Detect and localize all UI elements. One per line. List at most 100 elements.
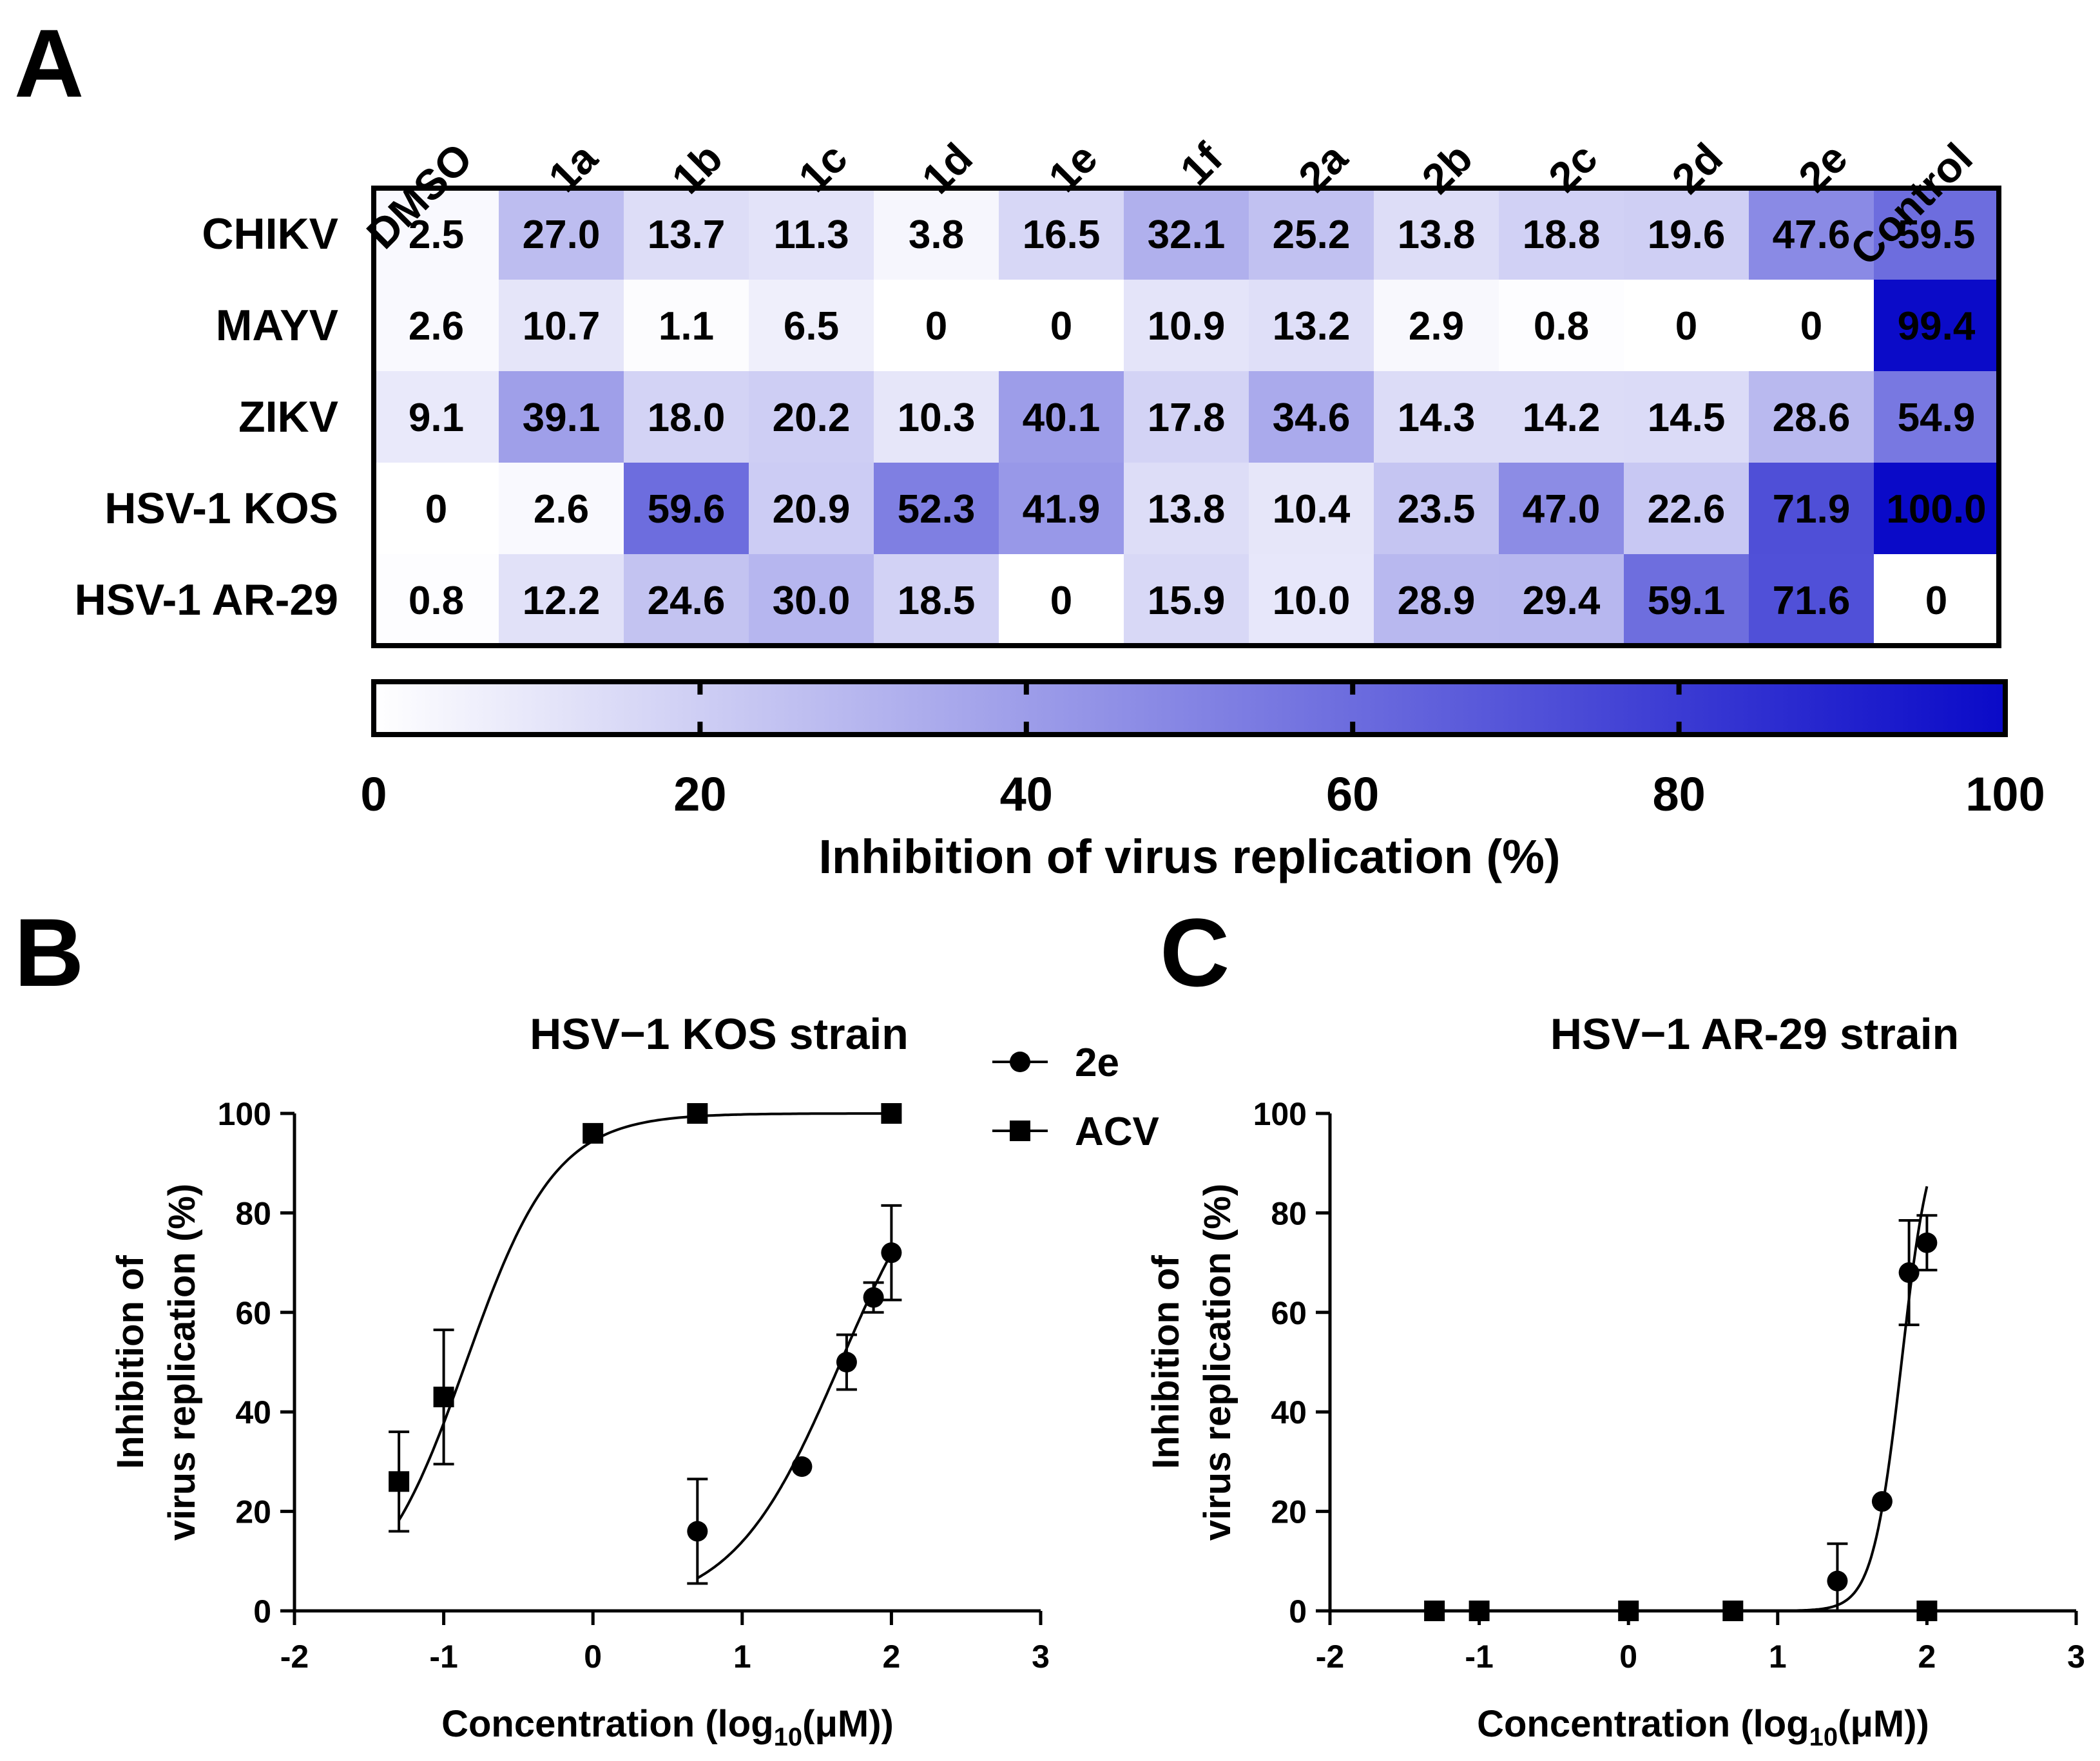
y-tick-label: 0 [253, 1593, 271, 1630]
heatmap-cell [624, 188, 749, 280]
cell-value: 3.8 [909, 213, 964, 257]
x-axis-label-text: Concentration (log [1477, 1703, 1809, 1745]
colorbar-tick-label: 80 [1652, 767, 1705, 821]
colorbar-tick-label: 100 [1965, 767, 2045, 821]
cell-value: 9.1 [409, 396, 464, 440]
cell-value: 13.8 [1148, 487, 1226, 532]
cell-value: 27.0 [523, 213, 601, 257]
x-axis-label-subscript: 10 [774, 1723, 803, 1751]
heatmap-cell [499, 280, 624, 372]
heatmap-cell [374, 463, 499, 555]
heatmap-cell [1124, 280, 1249, 372]
heatmap-cell [1124, 371, 1249, 463]
x-axis-label: Concentration (log10(μM)) [1477, 1703, 1929, 1751]
cell-value: 59.6 [648, 487, 726, 532]
data-point-acv [1722, 1601, 1744, 1621]
cell-value: 23.5 [1398, 487, 1476, 532]
heatmap-cell [1624, 371, 1749, 463]
heatmap-cell [1749, 188, 1874, 280]
heatmap-cell [624, 280, 749, 372]
x-axis-label-text: Concentration (log [441, 1703, 774, 1745]
cell-value: 0.8 [409, 579, 464, 623]
x-tick-label: 1 [1769, 1639, 1787, 1675]
cell-value: 71.6 [1773, 579, 1851, 623]
heatmap-cell [624, 463, 749, 555]
heatmap-cell [1124, 554, 1249, 646]
cell-value: 6.5 [784, 304, 839, 349]
y-tick-label: 80 [235, 1195, 271, 1231]
cell-value: 2.5 [409, 213, 464, 257]
cell-value: 10.4 [1273, 487, 1351, 532]
y-tick-label: 20 [235, 1494, 271, 1530]
data-point-acv [433, 1387, 454, 1408]
data-point-acv [687, 1103, 708, 1124]
colorbar-tick-label: 20 [673, 767, 726, 821]
colorbar-label: Inhibition of virus replication (%) [818, 830, 1560, 883]
heatmap-cell [749, 554, 874, 646]
cell-value: 0.8 [1534, 304, 1589, 349]
data-point-acv [1469, 1601, 1490, 1621]
plot-title: HSV−1 AR-29 strain [1550, 1010, 1959, 1059]
heatmap-cell [749, 188, 874, 280]
cell-value: 0 [1800, 304, 1822, 349]
heatmap-cell [624, 554, 749, 646]
x-tick-label: -2 [280, 1639, 309, 1675]
row-label: HSV-1 AR-29 [75, 575, 338, 624]
cell-value: 0 [425, 487, 447, 532]
data-point-2e [791, 1456, 813, 1477]
cell-value: 11.3 [773, 213, 849, 257]
cell-value: 18.5 [898, 579, 976, 623]
heatmap-cell [1749, 463, 1874, 555]
data-point-acv [389, 1471, 410, 1492]
colorbar-tick-label: 0 [360, 767, 387, 821]
y-axis-label-line1: Inhibition of [110, 1255, 151, 1468]
heatmap-cell [1374, 280, 1499, 372]
cell-value: 40.1 [1023, 396, 1101, 440]
x-tick-label: -1 [1465, 1639, 1493, 1675]
cell-value: 13.8 [1398, 213, 1476, 257]
dose-response-plot-ar29: 0 20 40 60 80 100 -2 -1 0 1 2 3 HSV−1 AR-29 strain Co… [1145, 1010, 2085, 1751]
y-tick-label: 100 [218, 1096, 271, 1132]
cell-value: 15.9 [1148, 579, 1226, 623]
cell-value: 32.1 [1148, 213, 1226, 257]
data-point-2e [1916, 1232, 1938, 1253]
heatmap-cell [749, 371, 874, 463]
cell-value: 22.6 [1648, 487, 1726, 532]
cell-value: 14.2 [1523, 396, 1601, 440]
x-tick-label: 2 [1918, 1639, 1936, 1675]
cell-value: 54.9 [1898, 396, 1976, 440]
heatmap-cell [1874, 188, 1999, 280]
heatmap-cell [1249, 463, 1374, 555]
heatmap-cell [374, 554, 499, 646]
x-axis-label: Concentration (log10(μM)) [441, 1703, 894, 1751]
heatmap-cell [1624, 463, 1749, 555]
cell-value: 0 [1050, 579, 1072, 623]
heatmap-cell [1874, 280, 1999, 372]
heatmap-cell [1249, 554, 1374, 646]
heatmap-cell [874, 463, 999, 555]
heatmap-cell [1499, 280, 1624, 372]
heatmap-cell [1374, 554, 1499, 646]
heatmap-cell [1374, 188, 1499, 280]
y-axis-label-line2: virus replication (%) [161, 1184, 203, 1541]
heatmap-cell [374, 188, 499, 280]
heatmap-cell [999, 371, 1124, 463]
data-point-2e [1898, 1262, 1920, 1284]
row-label: MAYV [216, 301, 338, 350]
heatmap-cell [1249, 280, 1374, 372]
heatmap-cell [374, 280, 499, 372]
y-tick-label: 40 [1271, 1394, 1307, 1430]
data-point-2e [881, 1242, 902, 1264]
heatmap-cell [1499, 371, 1624, 463]
data-point-2e [863, 1287, 884, 1308]
data-point-acv [583, 1122, 604, 1144]
y-axis-label-line1: Inhibition of [1145, 1255, 1187, 1468]
row-label: CHIKV [202, 209, 338, 258]
cell-value: 30.0 [773, 579, 851, 623]
cell-value: 18.0 [648, 396, 726, 440]
heatmap-cell [1624, 188, 1749, 280]
x-axis-label-end: (μM)) [1838, 1703, 1929, 1745]
heatmap-cell [999, 188, 1124, 280]
heatmap-cell [1749, 554, 1874, 646]
